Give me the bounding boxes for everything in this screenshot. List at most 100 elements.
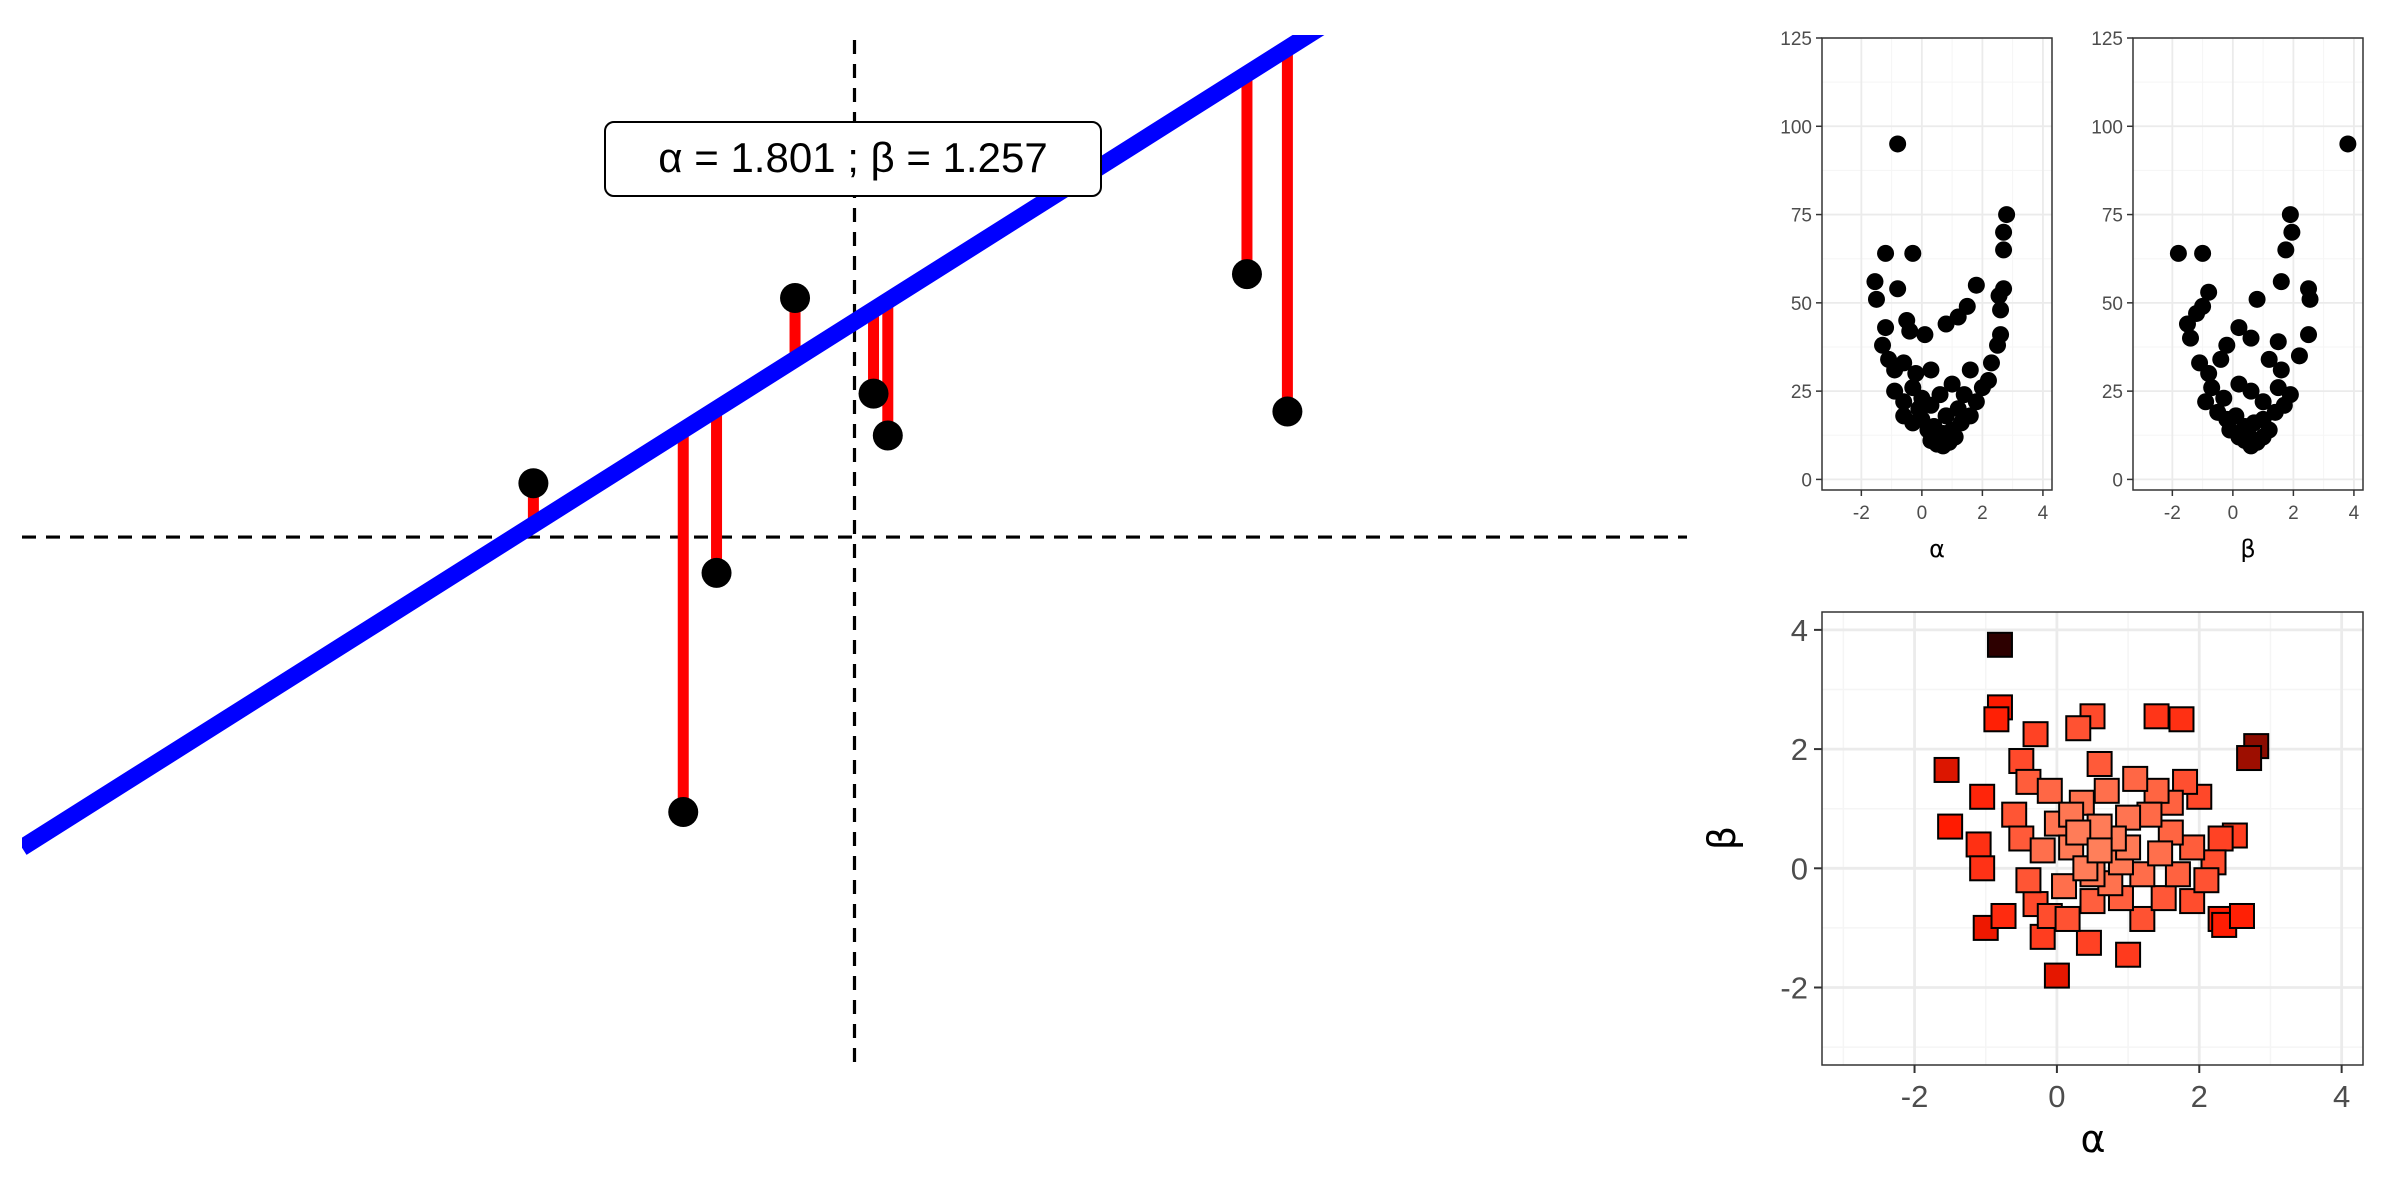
alpha-beta-square [2143,703,2170,730]
loss-point [2197,393,2215,411]
loss-vs-beta-panel: -2 0 2 4 0 25 50 75 100 125 β [2091,29,2364,563]
fit-line [22,35,1325,855]
loss-point [2200,364,2218,382]
alpha-beta-square [2008,748,2035,775]
loss-point [1961,361,1979,379]
alpha-beta-square [2115,941,2142,968]
panel-background [2133,38,2363,490]
loss-point [1877,244,1895,262]
alpha-beta-square [2079,888,2106,915]
loss-point [1998,206,2016,224]
regression-panel: α = 1.801 ; β = 1.257 [22,35,1687,1070]
x-axis-label: α [2080,1117,2105,1161]
fit-line-layer [22,35,1325,855]
panel-border [2132,37,2364,491]
x-tick-label: 2 [1977,503,1988,524]
loss-point [2230,319,2248,337]
observation-point [872,420,903,451]
regression-plot-area [22,35,1325,855]
loss-point [1910,400,1928,418]
loss-point [1916,326,1934,344]
x-axis-label: α [1929,535,1945,563]
loss-point [1931,428,1949,446]
y-tick-label: 0 [1801,470,1812,491]
x-tick-label: 4 [2349,503,2360,524]
observation-point [780,282,811,313]
parameter-label: α = 1.801 ; β = 1.257 [604,121,1102,197]
y-tick-label: 25 [1791,382,1812,403]
loss-point [1946,428,1964,446]
x-tick-label: 0 [2228,503,2239,524]
loss-point [2212,350,2230,368]
alpha-beta-square [2168,706,2195,733]
alpha-beta-square [1965,831,1992,858]
loss-point [2188,304,2206,322]
parameter-label-box [604,121,1102,197]
y-tick-label: 0 [1791,851,1808,886]
x-tick-label: 0 [2048,1079,2065,1114]
loss-point [2254,393,2272,411]
loss-point [2269,333,2287,351]
loss-point [1877,319,1895,337]
alpha-beta-square [2029,837,2056,864]
x-tick-labels: -2 0 2 4 [2164,490,2360,524]
alpha-beta-square [2122,765,2149,792]
observation-point [1231,259,1262,290]
loss-point [1866,273,1884,291]
alpha-beta-square [2150,885,2177,912]
alpha-beta-square [1933,756,1960,783]
loss-point [2290,347,2308,365]
loss-point [2248,290,2266,308]
x-tick-label: 2 [2288,503,2299,524]
loss-point [1967,393,1985,411]
x-tick-label: 0 [1917,503,1928,524]
alpha-beta-square [1990,902,2017,929]
y-tick-label: 125 [2091,29,2123,50]
loss-point [2194,244,2212,262]
y-tick-label: 125 [1780,29,1812,50]
loss-point [1907,364,1925,382]
loss-beta-points [2169,135,2357,455]
loss-point [2277,241,2295,259]
y-tick-labels: 0 25 50 75 100 125 [2091,29,2133,491]
loss-point [2221,421,2239,439]
alpha-beta-square [2147,840,2174,867]
loss-point [1874,336,1892,354]
alpha-beta-square [2093,777,2120,804]
x-tick-label: -2 [2164,503,2181,524]
alpha-beta-square [2228,902,2255,929]
observation-point [858,378,889,409]
loss-point [1967,276,1985,294]
panel-border [1821,37,2053,491]
y-tick-label: 50 [1791,294,1812,315]
x-tick-label: 4 [2038,503,2049,524]
observation-point [668,797,699,828]
loss-alpha-points [1866,135,2016,455]
observation-points [518,259,1303,828]
alpha-beta-square [2001,801,2028,828]
alpha-beta-square [1983,706,2010,733]
loss-point [2260,421,2278,439]
x-tick-label: 4 [2333,1079,2350,1114]
alpha-beta-square [2086,750,2113,777]
y-tick-label: 25 [2102,382,2123,403]
loss-point [1867,290,1885,308]
loss-point [1973,379,1991,397]
alpha-beta-square [2129,905,2156,932]
loss-point [2260,350,2278,368]
loss-point [2272,361,2290,379]
observation-point [1272,396,1303,427]
alpha-beta-square [1969,855,1996,882]
y-tick-label: 50 [2102,294,2123,315]
loss-point [1990,287,2008,305]
loss-point [1901,322,1919,340]
loss-point [2283,223,2301,241]
x-tick-labels: -2 0 2 4 [1853,490,2049,524]
alpha-beta-square [2022,721,2049,748]
alpha-beta-square [1969,783,1996,810]
loss-point [2182,329,2199,347]
y-tick-label: 4 [1791,613,1808,648]
alpha-beta-square [2015,768,2042,795]
y-tick-labels: -2 0 2 4 [1780,613,1822,1006]
